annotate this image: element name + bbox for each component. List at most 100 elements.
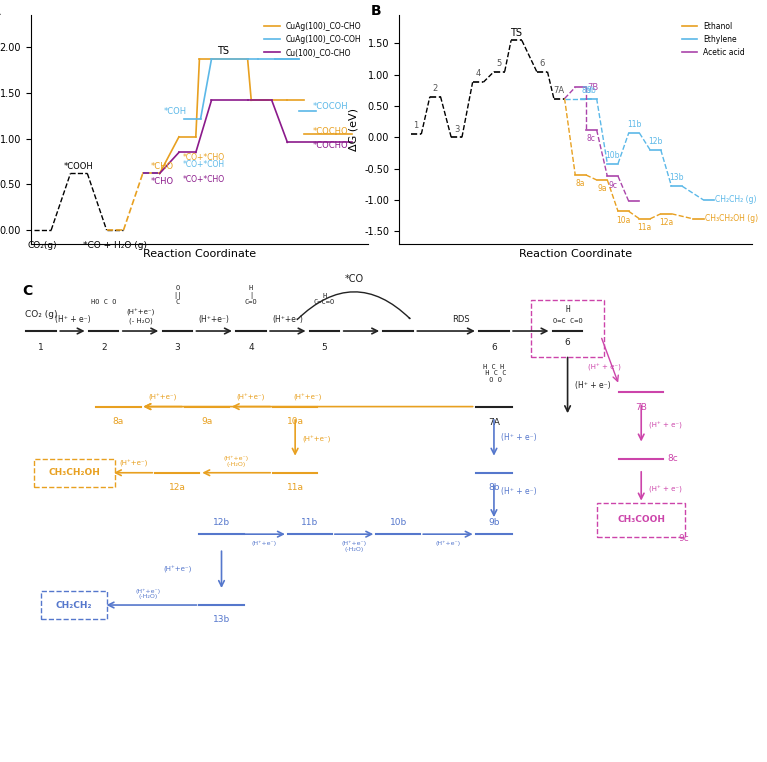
Text: (H⁺+e⁻): (H⁺+e⁻) [294, 394, 322, 401]
Text: H
|
C=O: H | C=O [245, 285, 258, 305]
Text: 11b: 11b [627, 120, 641, 130]
Text: H
C=C=O: H C=C=O [314, 293, 335, 305]
Text: 8a: 8a [576, 179, 585, 188]
Text: *COH: *COH [163, 107, 186, 116]
Text: 3: 3 [454, 125, 459, 133]
Text: 9c: 9c [608, 181, 617, 190]
Text: (H⁺ + e⁻): (H⁺ + e⁻) [649, 485, 681, 493]
Text: HO C O: HO C O [91, 299, 117, 305]
Legend: CuAg(100)_CO-CHO, CuAg(100)_CO-COH, Cu(100)_CO-CHO: CuAg(100)_CO-CHO, CuAg(100)_CO-COH, Cu(1… [262, 19, 364, 59]
Text: 1: 1 [38, 343, 44, 352]
Text: (H⁺ + e⁻): (H⁺ + e⁻) [649, 422, 681, 429]
Text: *CHO: *CHO [151, 162, 174, 171]
Text: 8c: 8c [667, 454, 678, 463]
Text: RDS: RDS [452, 315, 469, 324]
Text: (H⁺+e⁻)
(- H₂O): (H⁺+e⁻) (- H₂O) [127, 309, 155, 324]
Text: 5: 5 [497, 59, 502, 68]
Text: 7A: 7A [554, 86, 565, 94]
Text: 13b: 13b [213, 616, 230, 624]
Text: (H⁺ + e⁻): (H⁺ + e⁻) [502, 434, 537, 442]
Text: C: C [23, 283, 33, 298]
Text: (H⁺+e⁻): (H⁺+e⁻) [199, 315, 229, 324]
Text: *COCHO: *COCHO [313, 140, 348, 149]
Text: CH₃CH₂OH (g): CH₃CH₂OH (g) [705, 214, 758, 223]
Text: CO₂ (g): CO₂ (g) [25, 310, 58, 319]
Text: B: B [370, 4, 381, 18]
Text: (H⁺ + e⁻): (H⁺ + e⁻) [502, 487, 537, 496]
FancyArrowPatch shape [297, 292, 410, 319]
Text: *COCHO: *COCHO [313, 126, 348, 136]
Legend: Ethanol, Ethylene, Acetic acid: Ethanol, Ethylene, Acetic acid [679, 19, 748, 59]
Text: (H⁺+e⁻): (H⁺+e⁻) [119, 459, 147, 467]
Text: (H⁺ + e⁻): (H⁺ + e⁻) [54, 315, 91, 324]
Text: 10a: 10a [287, 417, 304, 426]
Text: 6: 6 [539, 59, 545, 68]
Text: H C H
 H C C
 O O: H C H H C C O O [481, 364, 507, 383]
Text: (H⁺+e⁻): (H⁺+e⁻) [436, 541, 460, 546]
Text: CO₂(g): CO₂(g) [28, 241, 58, 250]
Text: 8b: 8b [489, 483, 499, 492]
Text: 9a: 9a [597, 184, 607, 194]
Text: TS: TS [218, 46, 229, 56]
Text: (H⁺+e⁻): (H⁺+e⁻) [272, 315, 303, 324]
Text: 3: 3 [174, 343, 180, 352]
Text: 1: 1 [413, 121, 419, 130]
Text: 12a: 12a [659, 218, 673, 227]
X-axis label: Reaction Coordinate: Reaction Coordinate [143, 249, 256, 259]
Text: (H⁺+e⁻): (H⁺+e⁻) [237, 394, 265, 401]
Text: *CO: *CO [344, 274, 364, 283]
Text: 8a: 8a [113, 417, 124, 426]
Text: 10b: 10b [605, 151, 620, 160]
Text: 12a: 12a [169, 483, 186, 492]
Text: 7B: 7B [635, 403, 647, 411]
X-axis label: Reaction Coordinate: Reaction Coordinate [518, 249, 632, 259]
Text: H: H [565, 306, 570, 315]
Text: (H⁺+e⁻): (H⁺+e⁻) [252, 541, 276, 546]
Text: 12b: 12b [648, 137, 663, 146]
Text: (H⁺+e⁻): (H⁺+e⁻) [302, 436, 331, 443]
Text: 9a: 9a [201, 417, 212, 426]
Text: CH₃COOH: CH₃COOH [617, 515, 665, 524]
Text: (H⁺ + e⁻): (H⁺ + e⁻) [588, 364, 621, 371]
Text: 10b: 10b [390, 518, 407, 527]
Text: *CO+*CHO: *CO+*CHO [183, 152, 225, 162]
Text: 10a: 10a [616, 216, 630, 225]
Text: A: A [0, 4, 1, 18]
Text: *COOH: *COOH [64, 162, 94, 171]
Text: (H⁺+e⁻): (H⁺+e⁻) [149, 394, 176, 401]
Text: 5: 5 [321, 343, 328, 352]
Text: 8b: 8b [581, 86, 591, 94]
Text: *CO + H₂O (g): *CO + H₂O (g) [83, 241, 147, 250]
Text: (H⁺+e⁻)
(-H₂O): (H⁺+e⁻) (-H₂O) [135, 588, 160, 600]
Text: 2: 2 [433, 84, 438, 93]
Text: 6: 6 [491, 343, 497, 352]
Text: *COCOH: *COCOH [313, 102, 348, 111]
Text: 13b: 13b [670, 174, 684, 182]
Text: 12b: 12b [213, 518, 230, 527]
Text: 11b: 11b [301, 518, 318, 527]
Text: 4: 4 [249, 343, 254, 352]
Text: *CO+*COH: *CO+*COH [183, 160, 225, 169]
Text: O
||
C: O || C [173, 285, 182, 305]
Text: 7B: 7B [587, 83, 598, 91]
Text: CH₂CH₂: CH₂CH₂ [56, 600, 93, 610]
Text: O=C C=O: O=C C=O [553, 318, 582, 324]
Text: 9c: 9c [678, 534, 689, 543]
Text: CH₃CH₂OH: CH₃CH₂OH [48, 468, 100, 477]
Text: 9b: 9b [489, 518, 499, 527]
Text: 4: 4 [476, 69, 481, 78]
Text: 11a: 11a [637, 223, 652, 232]
Text: 9b: 9b [587, 86, 596, 94]
Text: (H⁺+e⁻)
(-H₂O): (H⁺+e⁻) (-H₂O) [224, 456, 249, 467]
Text: 2: 2 [101, 343, 107, 352]
Text: *CHO: *CHO [151, 177, 174, 186]
Text: 8c: 8c [587, 134, 596, 143]
Text: (H⁺+e⁻)
(-H₂O): (H⁺+e⁻) (-H₂O) [341, 541, 367, 552]
Text: (H⁺ + e⁻): (H⁺ + e⁻) [575, 381, 611, 390]
Text: *CO+*CHO: *CO+*CHO [183, 175, 225, 184]
Text: 11a: 11a [287, 483, 304, 492]
Text: (H⁺+e⁻): (H⁺+e⁻) [163, 566, 192, 573]
Text: CH₂CH₂ (g): CH₂CH₂ (g) [716, 196, 757, 204]
Text: TS: TS [511, 28, 522, 38]
Y-axis label: ΔG (eV): ΔG (eV) [348, 108, 358, 151]
